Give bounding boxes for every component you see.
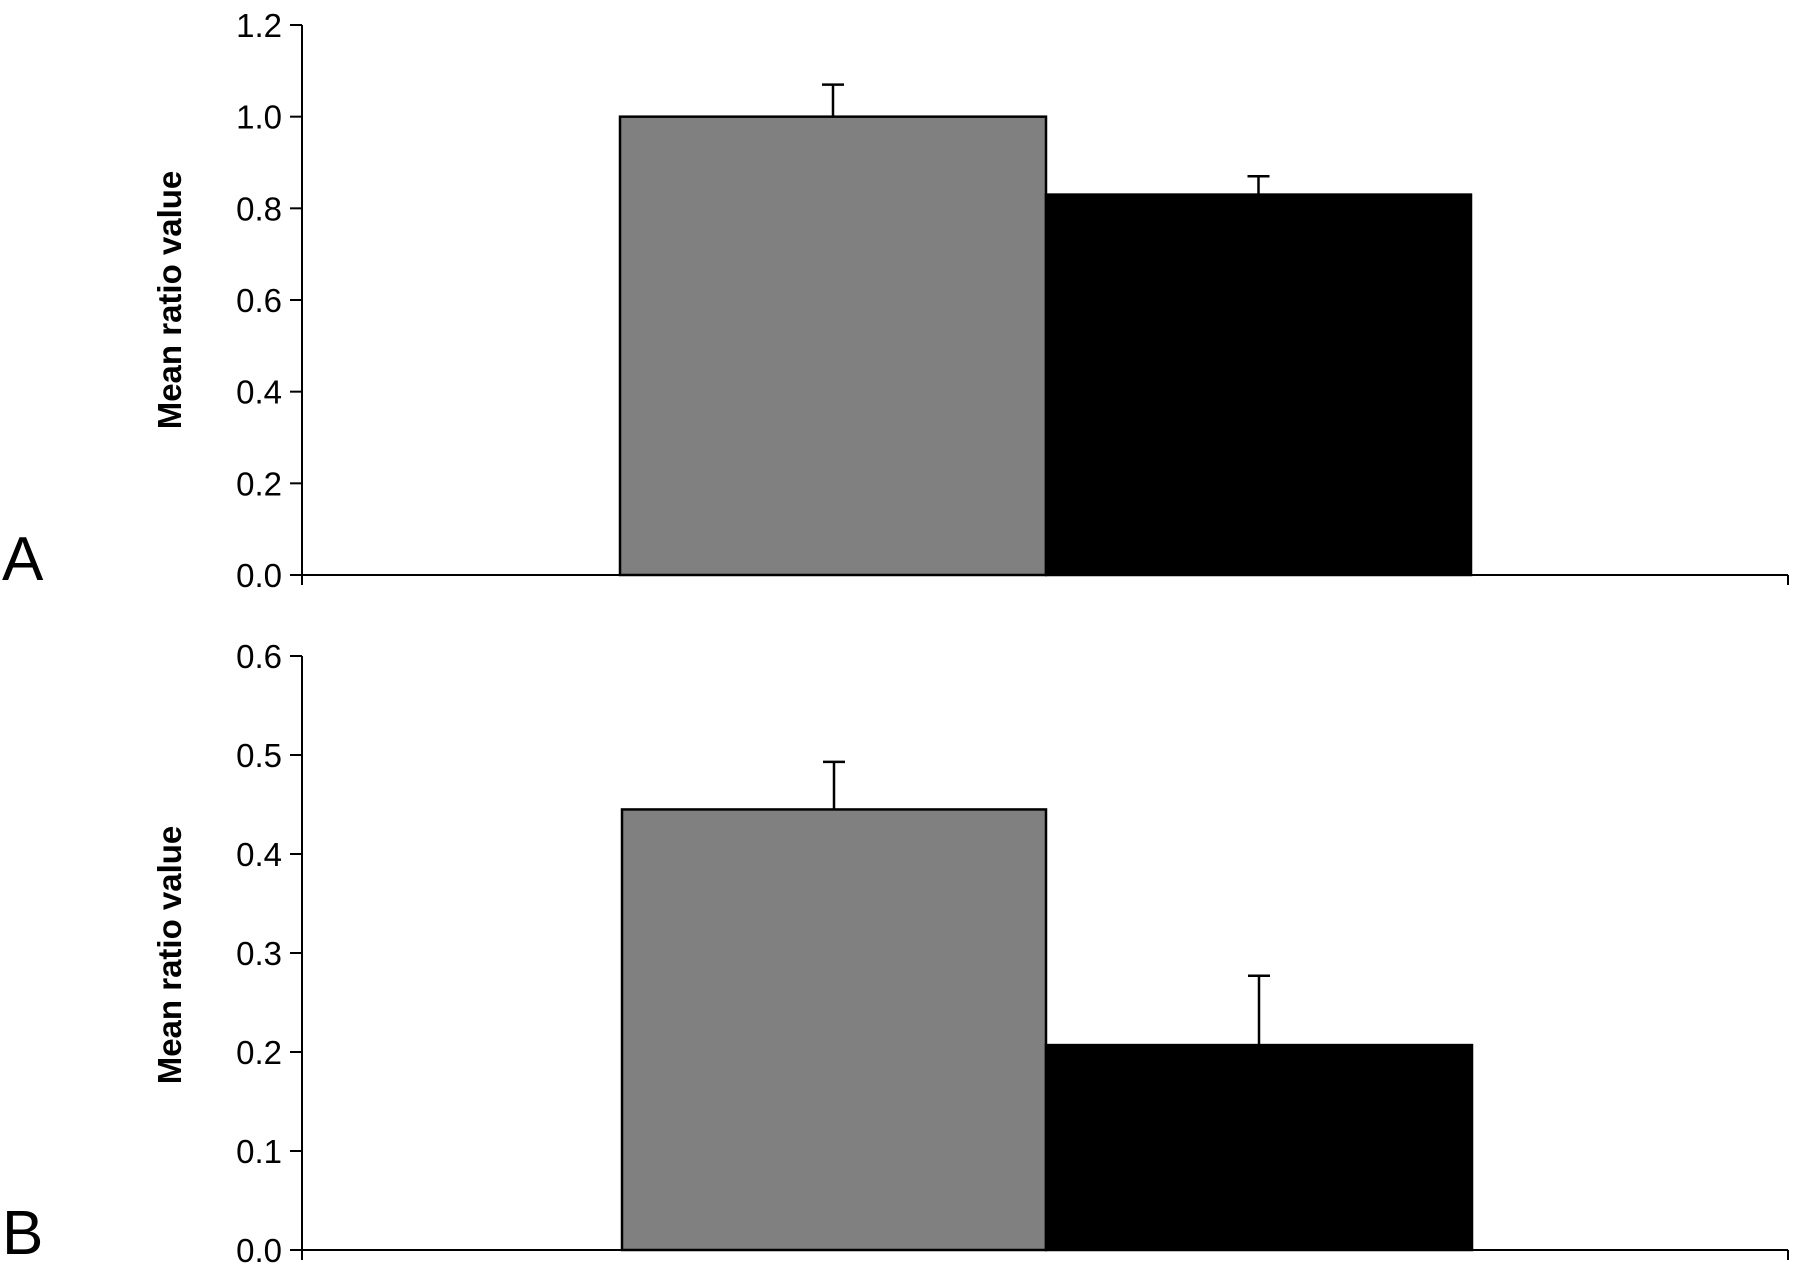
bars-b (620, 760, 1474, 1252)
y-tick-label-a: 1.0 (236, 99, 282, 136)
panel-letter-a: A (2, 525, 44, 594)
bar-b-1 (620, 808, 1048, 1252)
bar-a-2 (1044, 193, 1473, 577)
y-tick-label-a: 0.0 (236, 557, 282, 594)
y-tick-label-a: 0.6 (236, 282, 282, 319)
y-tick-label-a: 1.2 (236, 7, 282, 44)
y-tick-label-a: 0.8 (236, 190, 282, 227)
panel-b: B Mean ratio value 0.0 0.1 0.2 0.3 0.4 0.5 0.6 (2, 638, 1789, 1269)
bars-a (618, 83, 1473, 577)
y-tick-label-b: 0.1 (236, 1133, 282, 1170)
y-tick-label-a: 0.2 (236, 465, 282, 502)
y-axis-title-a: Mean ratio value (151, 171, 188, 430)
y-tick-label-b: 0.2 (236, 1034, 282, 1071)
y-tick-label-b: 0.5 (236, 737, 282, 774)
y-tick-label-b: 0.4 (236, 836, 282, 873)
y-tick-label-b: 0.6 (236, 638, 282, 675)
y-ticks-b: 0.0 0.1 0.2 0.3 0.4 0.5 0.6 (236, 638, 302, 1269)
y-ticks-a: 0.0 0.2 0.4 0.6 0.8 1.0 1.2 (236, 7, 302, 594)
bar-a-1 (618, 115, 1048, 577)
panel-a: A Mean ratio value 0.0 0.2 0.4 0.6 0.8 1.0 1.2 (2, 7, 1789, 594)
bar-b-2 (1044, 1043, 1474, 1252)
y-tick-label-b: 0.0 (236, 1232, 282, 1269)
y-axis-title-b: Mean ratio value (151, 826, 188, 1085)
panel-letter-b: B (2, 1199, 43, 1268)
y-tick-label-a: 0.4 (236, 374, 282, 411)
y-tick-label-b: 0.3 (236, 935, 282, 972)
